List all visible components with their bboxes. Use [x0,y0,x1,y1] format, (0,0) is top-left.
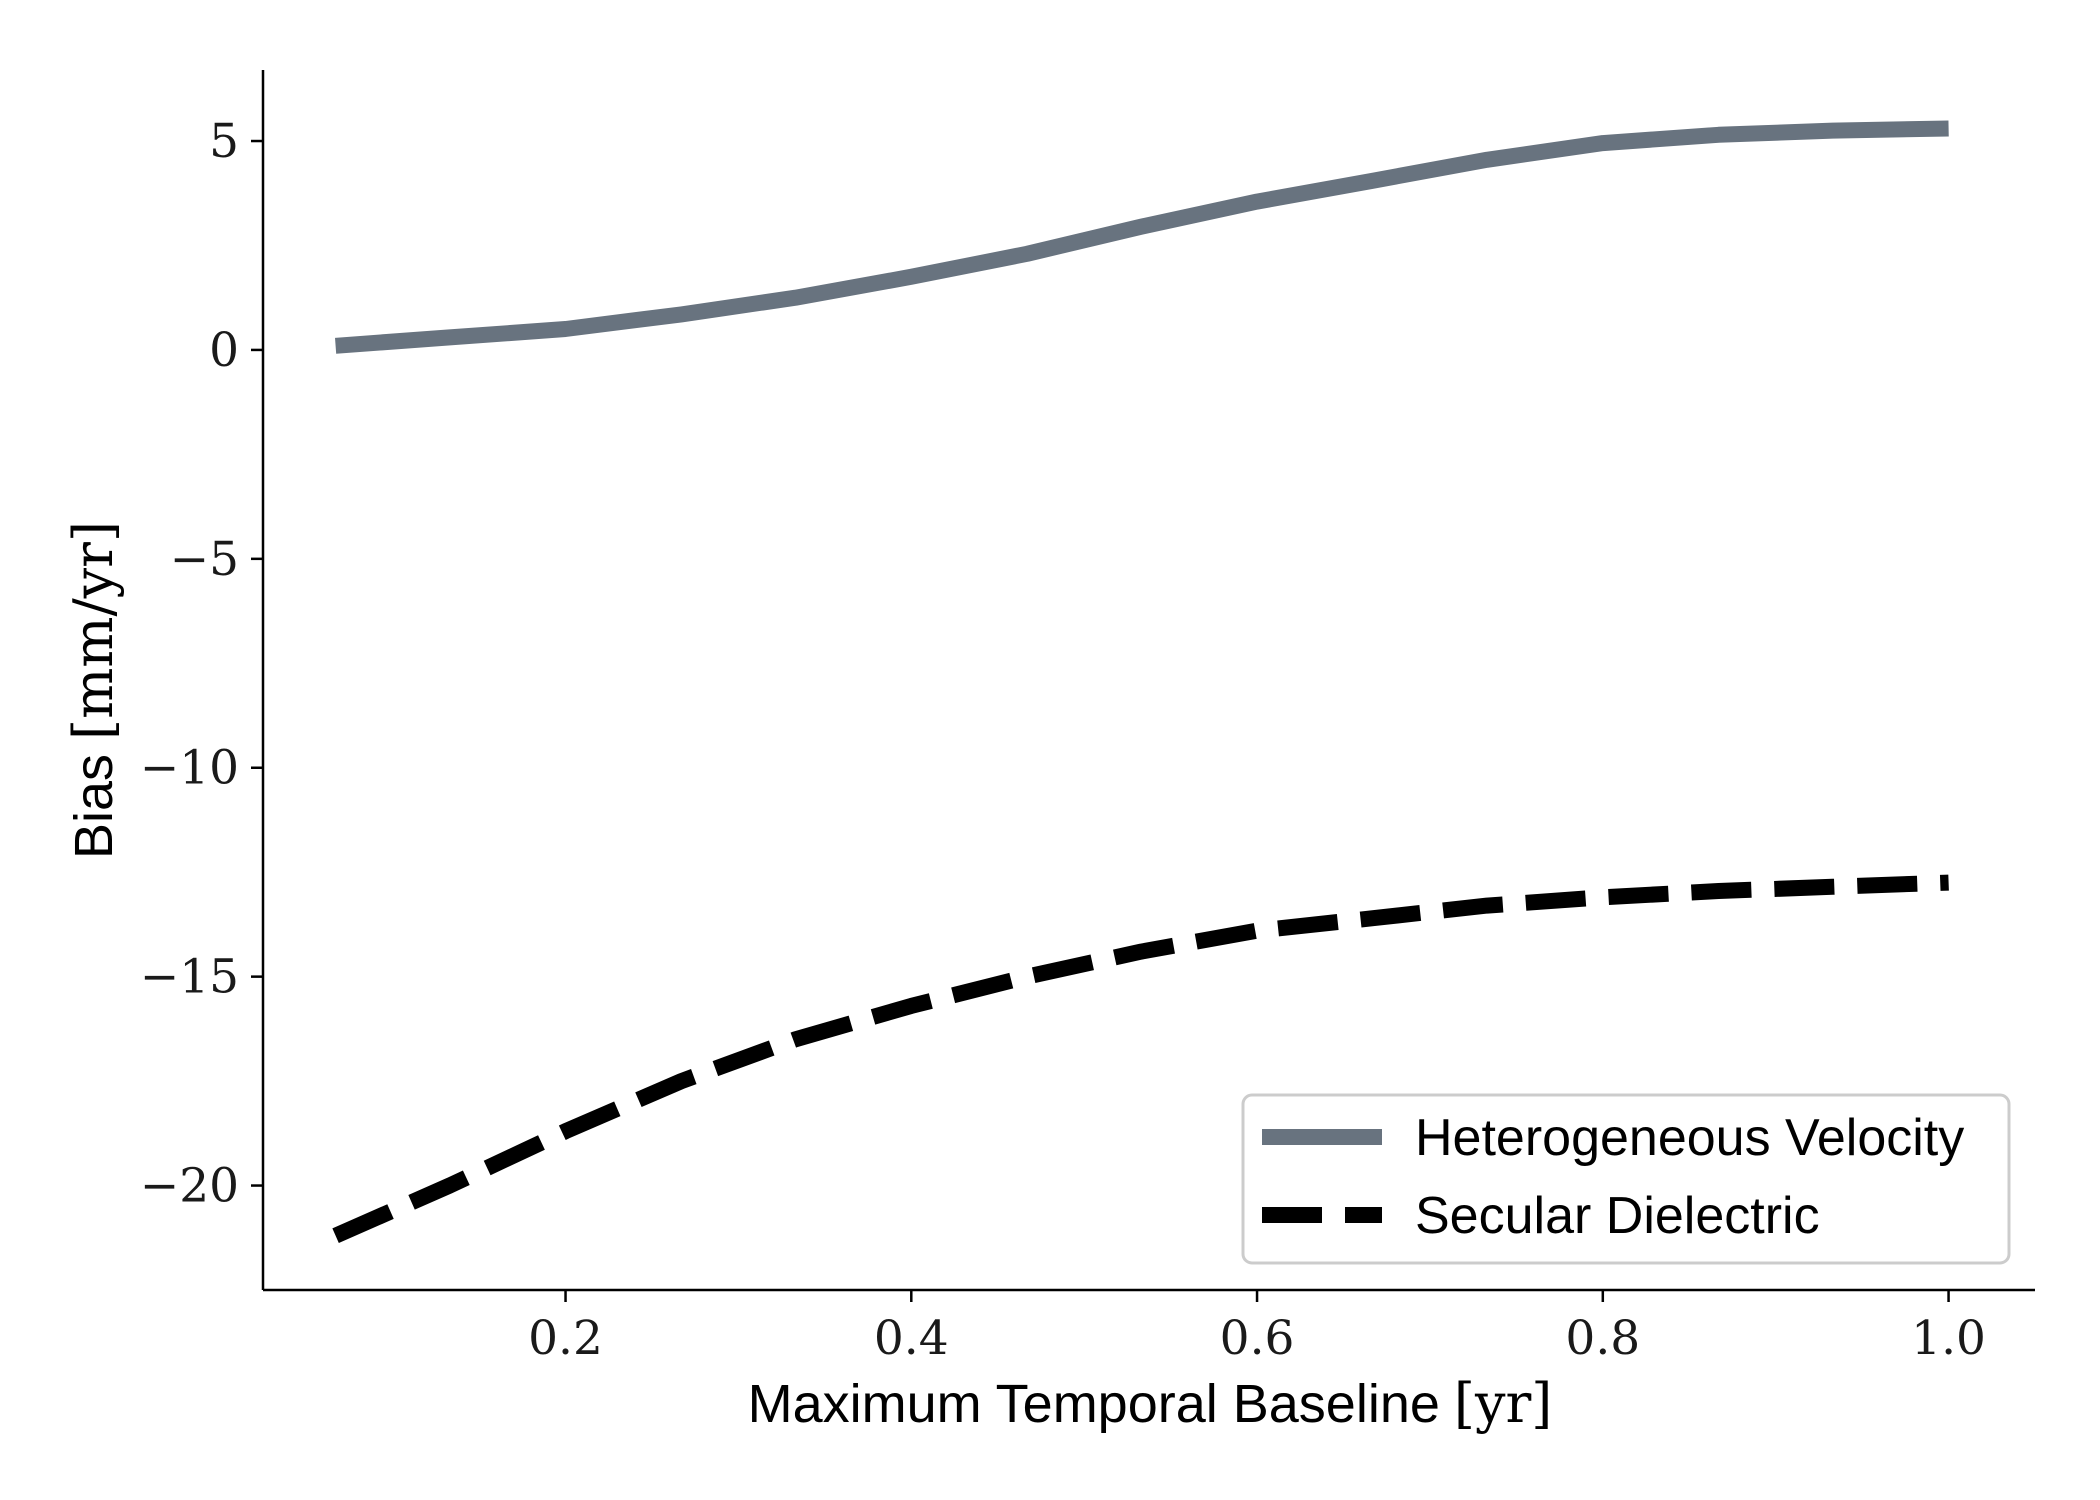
x-tick-label: 0.2 [528,1311,603,1366]
x-axis-title: Maximum Temporal Baseline [yr] [748,1372,1553,1435]
y-axis-title: Bias [mm/yr] [62,521,125,859]
y-tick-label: 0 [209,323,239,378]
y-tick-label: 5 [209,114,239,169]
legend-label-heterogeneous-velocity: Heterogeneous Velocity [1415,1109,1964,1167]
y-ticks: 5 0 −5 −10 −15 −20 [140,114,263,1214]
x-axis-title-main: Maximum Temporal Baseline [748,1374,1440,1434]
y-tick-label: −15 [140,950,239,1005]
x-tick-label: 0.6 [1220,1311,1295,1366]
legend-frame [1241,1093,2011,1265]
y-tick-label: −10 [140,741,239,796]
series-lines [332,120,1949,1244]
series-line-heterogeneous-velocity [335,120,1949,354]
series-line-secular-dielectric [332,874,1949,1244]
plot-area: 5 0 −5 −10 −15 −20 0.2 0.4 0.6 0.8 1.0 [140,70,2035,1366]
x-ticks: 0.2 0.4 0.6 0.8 1.0 [528,1290,1986,1366]
y-axis-title-main: Bias [64,754,124,859]
x-axis-title-unit: [yr] [1454,1372,1552,1435]
y-axis-title-unit: [mm/yr] [62,521,125,740]
x-tick-label: 0.8 [1565,1311,1640,1366]
y-tick-label: −20 [140,1159,239,1214]
y-tick-label: −5 [170,532,239,587]
legend-label-secular-dielectric: Secular Dielectric [1415,1187,1820,1245]
legend: Heterogeneous Velocity Secular Dielectri… [1241,1093,2011,1265]
x-tick-label: 0.4 [874,1311,949,1366]
x-tick-label: 1.0 [1911,1311,1986,1366]
